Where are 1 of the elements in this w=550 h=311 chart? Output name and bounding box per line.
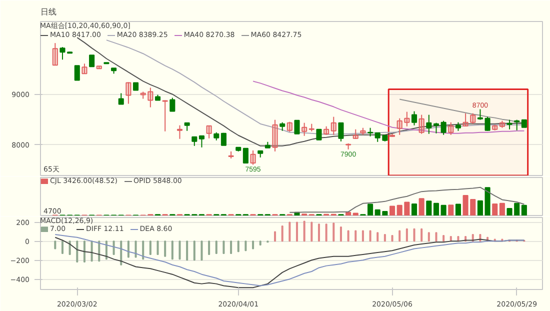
chart-title: 日线 xyxy=(40,8,56,16)
